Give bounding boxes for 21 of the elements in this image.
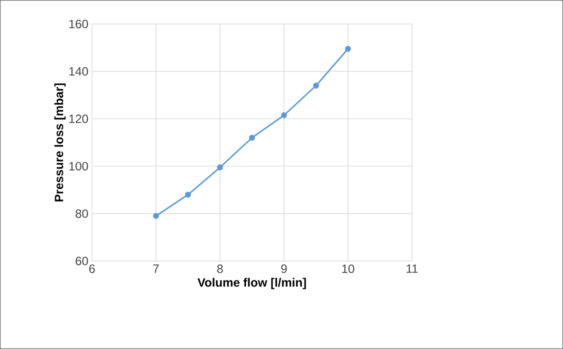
y-tick-label: 160 <box>69 20 88 28</box>
x-tick-label: 8 <box>217 264 223 274</box>
point <box>313 82 319 89</box>
point <box>185 192 191 198</box>
y-tick-label: 120 <box>69 114 88 124</box>
x-tick-label: 9 <box>281 264 287 274</box>
point <box>345 46 351 52</box>
y-tick-label: 100 <box>69 162 88 170</box>
x-tick-label: 7 <box>153 264 159 273</box>
point <box>281 112 287 118</box>
x-tick-label: 10 <box>342 264 354 274</box>
x-tick-label: 11 <box>406 264 418 273</box>
x-tick-label: 6 <box>89 264 95 274</box>
y-axis-title: Pressure loss [mbar] <box>54 84 66 202</box>
y-tick-label: 60 <box>76 256 88 266</box>
point <box>249 134 255 141</box>
y-tick-label: 140 <box>69 67 88 76</box>
y-tick-label: 80 <box>76 209 88 218</box>
x-axis-title: Volume flow [l/min] <box>198 278 306 290</box>
point <box>217 164 223 170</box>
point <box>153 213 159 219</box>
